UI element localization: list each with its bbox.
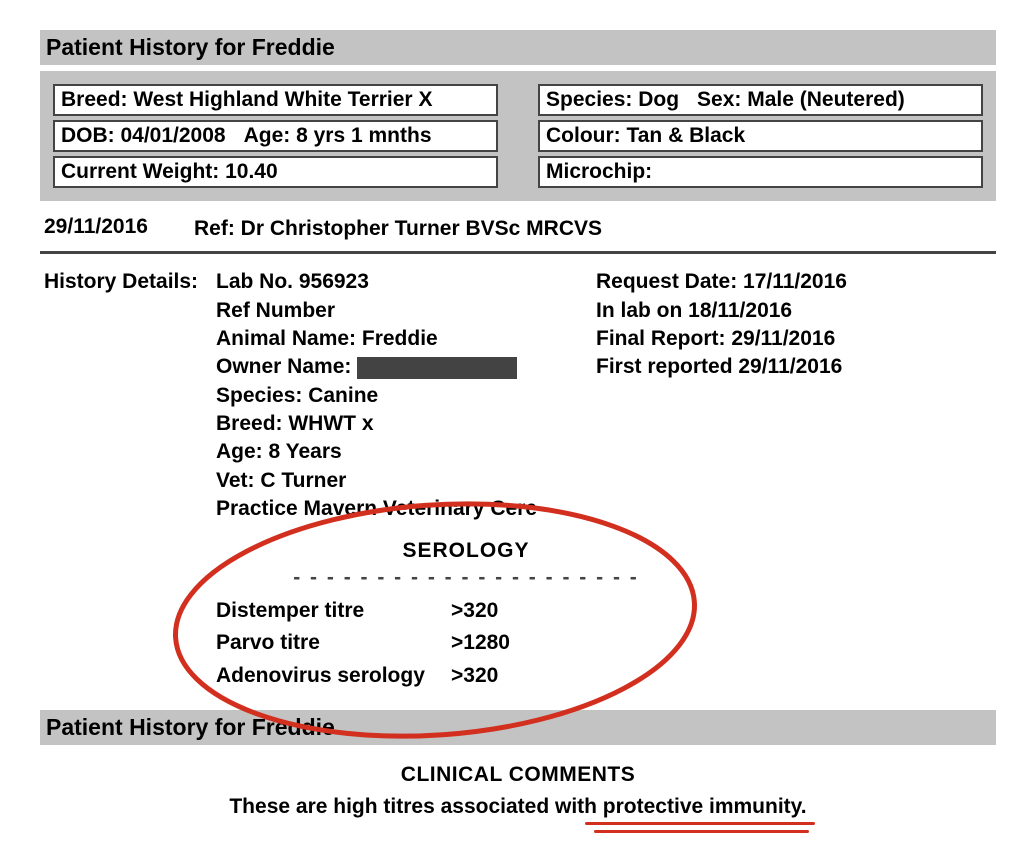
dob-text: DOB: 04/01/2008 — [61, 124, 226, 148]
info-dob-age: DOB: 04/01/2008 Age: 8 yrs 1 mnths — [53, 120, 498, 152]
patient-info-panel: Breed: West Highland White Terrier X DOB… — [40, 71, 996, 201]
clinical-comment-wrap: These are high titres associated with pr… — [229, 795, 806, 819]
animal-name: Animal Name: Freddie — [216, 325, 596, 353]
serology-name: Distemper titre — [216, 595, 451, 628]
footer-header-bar: Patient History for Freddie — [40, 710, 996, 745]
divider — [40, 251, 996, 254]
clinical-comment: These are high titres associated with pr… — [229, 795, 806, 818]
history-details-label: History Details: — [44, 268, 216, 523]
ref-doctor: Ref: Dr Christopher Turner BVSc MRCVS — [194, 215, 634, 243]
serology-row: Adenovirus serology >320 — [216, 660, 996, 693]
lab-no: Lab No. 956923 — [216, 268, 596, 296]
serology-dashes: - - - - - - - - - - - - - - - - - - - - … — [286, 562, 646, 595]
history-details-right: Request Date: 17/11/2016 In lab on 18/11… — [596, 268, 996, 523]
clinical-title: CLINICAL COMMENTS — [40, 763, 996, 787]
breed-detail: Breed: WHWT x — [216, 410, 596, 438]
weight-text: Current Weight: 10.40 — [61, 160, 278, 184]
serology-block: SEROLOGY - - - - - - - - - - - - - - - -… — [40, 535, 996, 692]
owner-name-label: Owner Name: — [216, 353, 351, 381]
info-col-left: Breed: West Highland White Terrier X DOB… — [53, 84, 498, 188]
final-report: Final Report: 29/11/2016 — [596, 325, 996, 353]
annotation-underline-2 — [594, 830, 809, 833]
vet-detail: Vet: C Turner — [216, 467, 596, 495]
serology-name: Adenovirus serology — [216, 660, 451, 693]
serology-row: Distemper titre >320 — [216, 595, 996, 628]
history-details: History Details: Lab No. 956923 Ref Numb… — [40, 268, 996, 523]
annotation-underline-1 — [585, 822, 815, 825]
info-breed: Breed: West Highland White Terrier X — [53, 84, 498, 116]
microchip-text: Microchip: — [546, 160, 652, 184]
owner-name-redacted — [357, 357, 517, 379]
record-date: 29/11/2016 — [44, 215, 194, 243]
species-detail: Species: Canine — [216, 382, 596, 410]
clinical-comments: CLINICAL COMMENTS These are high titres … — [40, 763, 996, 819]
breed-text: Breed: West Highland White Terrier X — [61, 88, 432, 112]
colour-text: Colour: Tan & Black — [546, 124, 745, 148]
age-detail: Age: 8 Years — [216, 438, 596, 466]
species-text: Species: Dog — [546, 88, 679, 112]
info-col-right: Species: Dog Sex: Male (Neutered) Colour… — [538, 84, 983, 188]
info-species-sex: Species: Dog Sex: Male (Neutered) — [538, 84, 983, 116]
practice-detail: Practice Mavern Veterinary Cere — [216, 495, 596, 523]
serology-value: >320 — [451, 595, 498, 628]
owner-name-line: Owner Name: — [216, 353, 596, 381]
history-details-left: Lab No. 956923 Ref Number Animal Name: F… — [216, 268, 596, 523]
info-microchip: Microchip: — [538, 156, 983, 188]
header-title: Patient History for Freddie — [46, 34, 335, 60]
age-text: Age: 8 yrs 1 mnths — [244, 124, 432, 148]
sex-text: Sex: Male (Neutered) — [697, 88, 905, 112]
serology-row: Parvo titre >1280 — [216, 627, 996, 660]
serology-name: Parvo titre — [216, 627, 451, 660]
info-colour: Colour: Tan & Black — [538, 120, 983, 152]
request-date: Request Date: 17/11/2016 — [596, 268, 996, 296]
serology-value: >1280 — [451, 627, 510, 660]
info-weight: Current Weight: 10.40 — [53, 156, 498, 188]
serology-value: >320 — [451, 660, 498, 693]
ref-number: Ref Number — [216, 297, 596, 325]
footer-header-title: Patient History for Freddie — [46, 714, 335, 740]
date-ref-row: 29/11/2016 Ref: Dr Christopher Turner BV… — [40, 213, 996, 245]
serology-header: SEROLOGY - - - - - - - - - - - - - - - -… — [286, 535, 646, 594]
info-row: Breed: West Highland White Terrier X DOB… — [53, 84, 983, 188]
header-bar: Patient History for Freddie — [40, 30, 996, 65]
in-lab: In lab on 18/11/2016 — [596, 297, 996, 325]
first-reported: First reported 29/11/2016 — [596, 353, 996, 381]
